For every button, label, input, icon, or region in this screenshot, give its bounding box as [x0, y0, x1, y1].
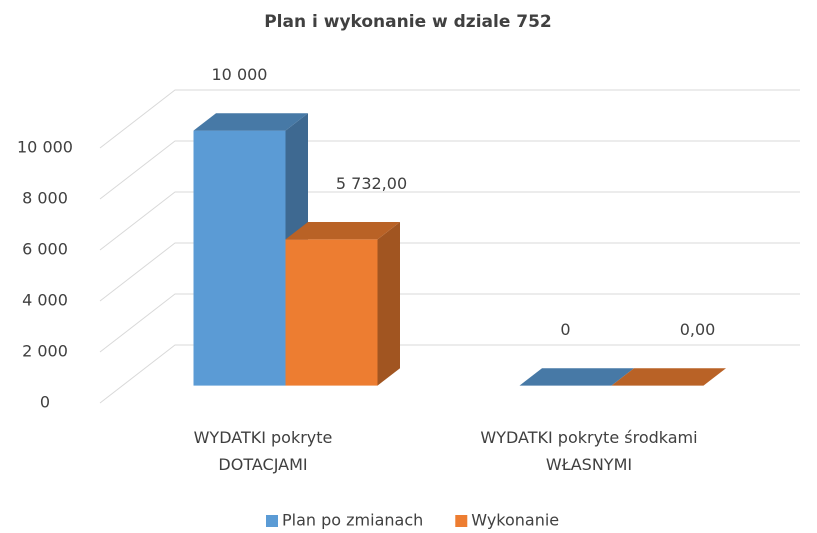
x-tick-label: WYDATKI pokryte środkami WŁASNYMI [480, 428, 698, 474]
chart-title: Plan i wykonanie w dziale 752 [264, 12, 552, 32]
bar [519, 368, 634, 386]
legend-swatch [455, 515, 468, 527]
value-label: 0 [560, 320, 570, 339]
bar [611, 368, 726, 386]
bar-front [193, 130, 286, 386]
grid-line [99, 344, 800, 404]
legend-label: Wykonanie [471, 511, 559, 530]
bar-top [285, 222, 400, 240]
grid-line [99, 191, 800, 251]
x-tick-label: WYDATKI pokryte DOTACJAMI [193, 428, 333, 474]
legend-swatch [266, 515, 278, 527]
y-tick-label: 10 000 [17, 138, 73, 157]
y-tick-label: 4 000 [22, 291, 68, 310]
bar-top [611, 368, 726, 386]
y-tick-label: 0 [40, 393, 50, 412]
value-label: 10 000 [212, 65, 268, 84]
bar-front [285, 239, 378, 386]
bar-side [377, 222, 400, 386]
bar-top [193, 113, 308, 131]
bar [285, 222, 400, 386]
grid-line [99, 140, 800, 200]
y-tick-label: 6 000 [22, 240, 68, 259]
grid-line [99, 242, 800, 302]
value-label: 0,00 [680, 320, 716, 339]
grid-line [99, 293, 800, 353]
y-tick-label: 8 000 [22, 189, 68, 208]
bar-top [519, 368, 634, 386]
legend-label: Plan po zmianach [282, 511, 423, 530]
y-tick-label: 2 000 [22, 342, 68, 361]
grid-line [99, 89, 800, 149]
value-label: 5 732,00 [336, 174, 407, 193]
